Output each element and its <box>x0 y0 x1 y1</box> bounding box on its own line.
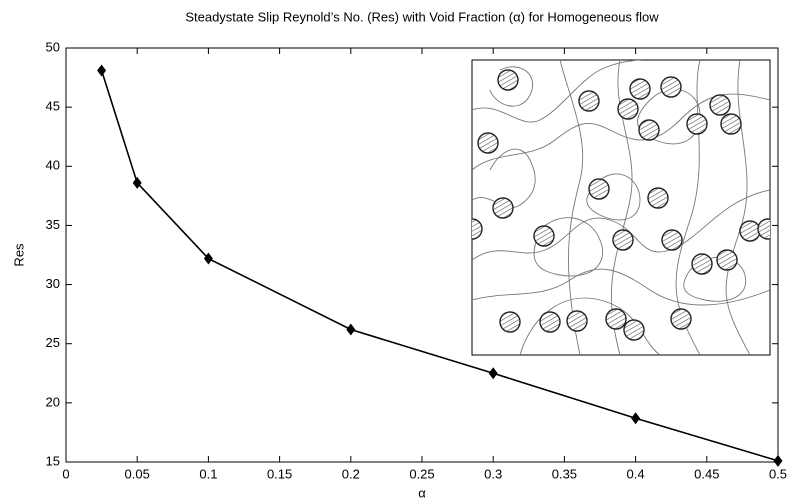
x-tick-label: 0.5 <box>769 466 787 481</box>
x-tick-label: 0.05 <box>125 466 150 481</box>
x-tick-label: 0.4 <box>627 466 645 481</box>
y-tick-label: 25 <box>46 335 60 350</box>
data-marker <box>132 176 142 189</box>
data-marker <box>488 367 498 380</box>
inset-image <box>471 59 771 356</box>
x-tick-label: 0 <box>62 466 69 481</box>
chart-title: Steadystate Slip Reynold’s No. (Res) wit… <box>185 9 659 24</box>
x-tick-label: 0.1 <box>199 466 217 481</box>
y-tick-label: 40 <box>46 158 60 173</box>
x-tick-label: 0.15 <box>267 466 292 481</box>
y-tick-label: 35 <box>46 217 60 232</box>
y-tick-label: 45 <box>46 99 60 114</box>
data-marker <box>203 252 213 265</box>
data-marker <box>773 454 783 467</box>
data-marker <box>97 64 107 77</box>
x-tick-label: 0.2 <box>342 466 360 481</box>
data-marker <box>631 412 641 425</box>
y-tick-label: 15 <box>46 453 60 468</box>
y-tick-label: 50 <box>46 39 60 54</box>
y-tick-label: 30 <box>46 276 60 291</box>
x-axis-label: α <box>418 485 426 500</box>
x-tick-label: 0.35 <box>552 466 577 481</box>
x-tick-label: 0.25 <box>409 466 434 481</box>
data-marker <box>346 323 356 336</box>
y-axis-label: Res <box>11 243 26 267</box>
x-tick-label: 0.45 <box>694 466 719 481</box>
y-tick-label: 20 <box>46 394 60 409</box>
x-tick-label: 0.3 <box>484 466 502 481</box>
